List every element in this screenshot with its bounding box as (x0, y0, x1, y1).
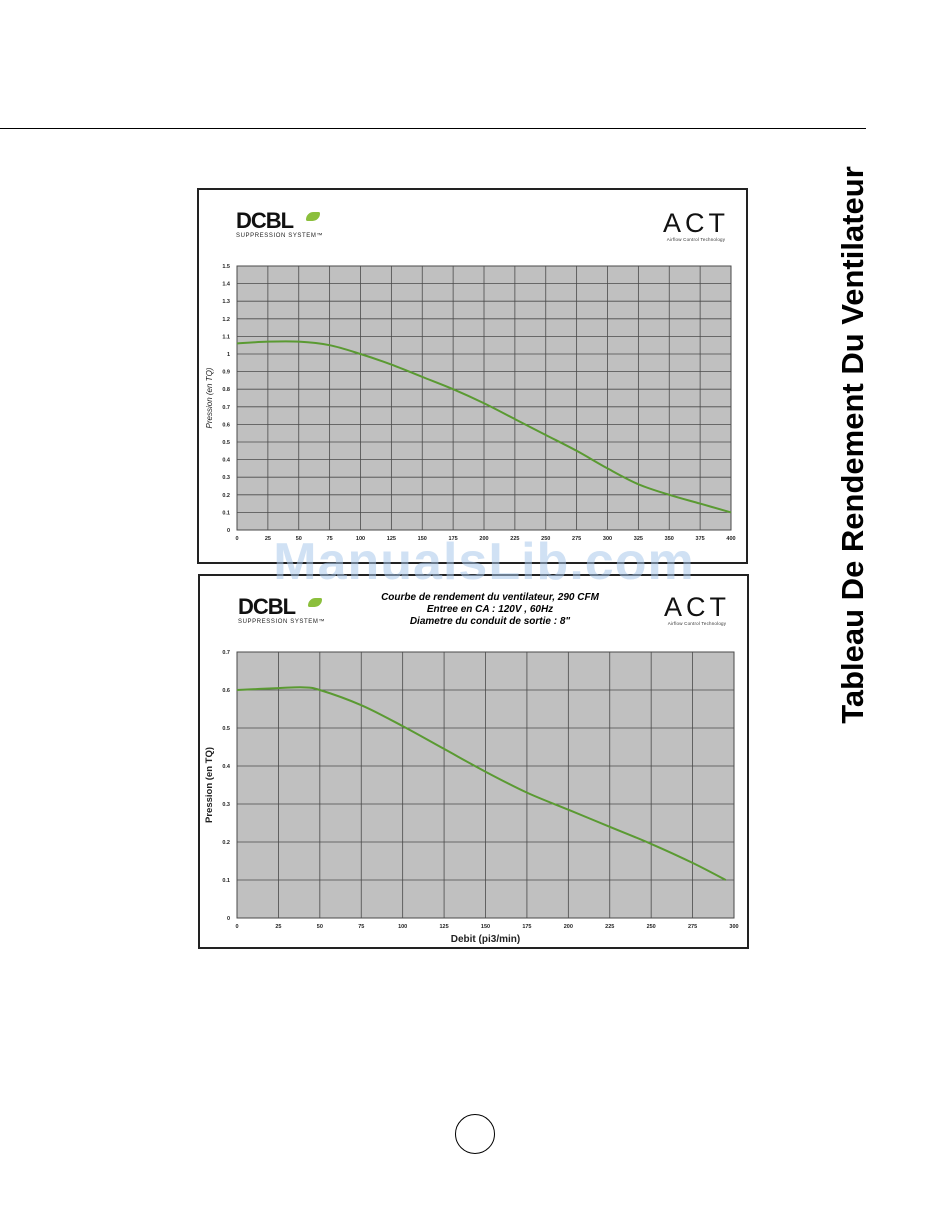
y-axis-label: Pression (en TQ) (205, 367, 214, 428)
y-tick-label: 1.5 (222, 264, 230, 270)
x-tick-label: 150 (481, 924, 490, 930)
top-rule (0, 128, 866, 129)
x-tick-label: 0 (235, 924, 238, 930)
y-tick-label: 0.2 (222, 840, 230, 846)
act-logo-text: ACT (663, 208, 729, 238)
x-tick-label: 375 (696, 536, 705, 542)
plot-frame (236, 651, 735, 919)
y-tick-label: 0.5 (222, 440, 230, 446)
chart-panel-2: DCBL SUPPRESSION SYSTEM™ Courbe de rende… (198, 574, 749, 949)
x-tick-label: 200 (479, 536, 488, 542)
x-tick-label: 50 (296, 536, 302, 542)
act-logo: ACT Airflow Control Technology (664, 594, 730, 627)
plot-frame (236, 265, 732, 531)
act-logo-subtitle: Airflow Control Technology (667, 621, 727, 626)
x-tick-label: 25 (265, 536, 271, 542)
act-logo-subtitle: Airflow Control Technology (666, 237, 726, 242)
series-line (236, 686, 727, 881)
x-tick-label: 225 (510, 536, 519, 542)
y-tick-label: 0.3 (222, 475, 230, 481)
x-tick-label: 175 (449, 536, 458, 542)
dcbl-logo-subtitle: SUPPRESSION SYSTEM™ (236, 233, 324, 239)
dcbl-logo: DCBL SUPPRESSION SYSTEM™ (238, 596, 325, 626)
x-tick-label: 275 (572, 536, 581, 542)
y-tick-label: 0.4 (222, 458, 231, 464)
x-tick-label: 50 (317, 924, 323, 930)
chart-2: 0 25 50 75 100 125 150 175 200 225 250 275 300 0 0.1 0.… (204, 650, 739, 945)
y-tick-label: 0.7 (222, 650, 230, 656)
y-tick-label: 0.8 (222, 387, 230, 393)
x-axis-label: Debit (pi3/min) (451, 934, 520, 945)
y-tick-label: 1.1 (222, 334, 230, 340)
x-tick-label: 150 (418, 536, 427, 542)
y-tick-label: 1 (227, 352, 230, 358)
x-tick-label: 25 (275, 924, 281, 930)
series-line (236, 340, 732, 514)
dcbl-logo: DCBL SUPPRESSION SYSTEM™ (236, 210, 323, 240)
y-axis-label: Pression (en TQ) (204, 747, 215, 823)
page-number-circle (455, 1114, 495, 1154)
x-tick-label: 225 (605, 924, 614, 930)
dcbl-logo-text: DCBL (236, 208, 294, 233)
chart-1: 0 25 50 75 100 125 150 175 200 225 250 275 300 325 350… (205, 264, 736, 542)
leaf-icon (308, 598, 322, 607)
watermark: ManualsLib.com (273, 533, 695, 591)
y-tick-label: 1.2 (222, 317, 230, 323)
dcbl-logo-text: DCBL (238, 594, 296, 619)
chart-panel-1: DCBL SUPPRESSION SYSTEM™ ACT Airflow Con… (197, 188, 748, 564)
act-logo-text: ACT (664, 592, 730, 622)
chart-title: Courbe de rendement du ventilateur, 290 … (381, 592, 599, 627)
y-tick-label: 0.9 (222, 370, 230, 376)
y-tick-label: 0.1 (222, 878, 230, 884)
y-tick-label: 0.6 (222, 422, 230, 428)
y-tick-label: 0.5 (222, 726, 230, 732)
x-tick-label: 400 (726, 536, 735, 542)
x-tick-label: 0 (235, 536, 238, 542)
y-tick-label: 0.3 (222, 802, 230, 808)
dcbl-logo-subtitle: SUPPRESSION SYSTEM™ (238, 619, 326, 625)
x-tick-label: 300 (603, 536, 612, 542)
x-tick-label: 100 (356, 536, 365, 542)
x-tick-label: 125 (387, 536, 396, 542)
act-logo: ACT Airflow Control Technology (663, 210, 729, 243)
y-tick-label: 0.6 (222, 688, 230, 694)
x-tick-label: 200 (564, 924, 573, 930)
x-tick-label: 125 (439, 924, 448, 930)
x-tick-label: 275 (688, 924, 697, 930)
x-tick-label: 175 (522, 924, 531, 930)
y-tick-label: 1.4 (222, 282, 231, 288)
x-tick-label: 75 (358, 924, 364, 930)
x-tick-label: 250 (541, 536, 550, 542)
y-tick-label: 0 (227, 916, 230, 922)
y-tick-label: 0.4 (222, 764, 231, 770)
x-tick-label: 300 (729, 924, 738, 930)
x-tick-label: 100 (398, 924, 407, 930)
x-tick-label: 250 (647, 924, 656, 930)
x-tick-label: 325 (634, 536, 643, 542)
y-tick-label: 0.1 (222, 510, 230, 516)
x-tick-label: 350 (665, 536, 674, 542)
y-tick-label: 1.3 (222, 299, 230, 305)
y-tick-label: 0.2 (222, 493, 230, 499)
leaf-icon (306, 212, 320, 221)
side-title-text: Tableau De Rendement Du Ventilateur (835, 166, 870, 724)
y-tick-label: 0 (227, 528, 230, 534)
y-tick-label: 0.7 (222, 405, 230, 411)
x-tick-label: 75 (327, 536, 333, 542)
